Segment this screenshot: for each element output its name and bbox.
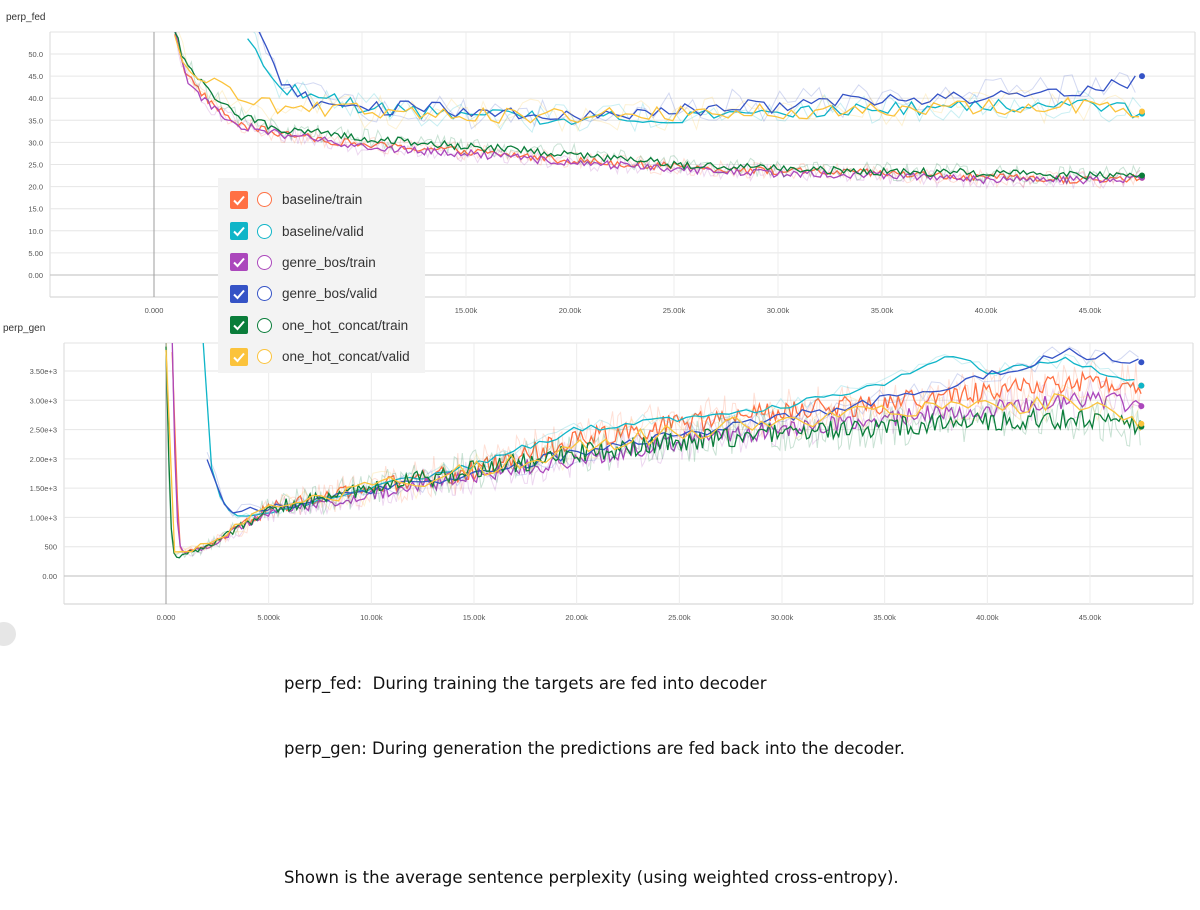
y-tick-label: 1.50e+3 [30, 484, 57, 493]
radio-icon[interactable] [257, 254, 272, 270]
series-line [174, 35, 1140, 124]
x-tick-label: 35.00k [873, 613, 896, 622]
x-tick-label: 15.00k [463, 613, 486, 622]
y-tick-label: 2.00e+3 [30, 455, 57, 464]
chart-title: perp_gen [3, 323, 45, 334]
x-tick-label: 15.00k [455, 306, 478, 315]
legend-item-baseline-train[interactable]: baseline/train [218, 184, 425, 215]
series-group [165, 343, 1142, 559]
x-tick-label: 25.00k [663, 306, 686, 315]
y-tick-label: 50.0 [28, 50, 43, 59]
series-line [202, 343, 1135, 517]
series-raw-line [165, 343, 1141, 559]
charts-canvas: perp_fed 0.00 5.00 10.0 15.0 20.0 25.0 30.0 35.0… [3, 12, 1196, 622]
series-line [165, 349, 1142, 553]
radio-icon[interactable] [257, 223, 272, 239]
x-tick-label: 40.00k [975, 306, 998, 315]
legend-item-genre-bos-train[interactable]: genre_bos/train [218, 247, 425, 278]
caption-line: perp_gen: During generation the predicti… [284, 738, 905, 758]
series-end-point [1138, 359, 1145, 366]
series-line [258, 32, 1136, 122]
series-group [174, 32, 1142, 190]
y-tick-label: 0.00 [42, 572, 57, 581]
series-raw-line [166, 343, 1141, 556]
series-end-point [1139, 172, 1145, 179]
checkbox-icon[interactable] [230, 222, 248, 241]
series-end-point [1139, 73, 1145, 80]
chart-perp-gen: perp_gen 0.00 500 1.00e+3 1.50e+3 2.00e+3 2.50… [3, 323, 1194, 622]
y-tick-label: 500 [44, 543, 57, 552]
series-end-point [1139, 108, 1145, 115]
checkbox-icon[interactable] [230, 347, 248, 366]
x-tick-label: 40.00k [976, 613, 999, 622]
legend-label: one_hot_concat/valid [282, 349, 410, 365]
x-tick-label: 30.00k [767, 306, 790, 315]
radio-icon[interactable] [257, 317, 272, 333]
legend-item-baseline-valid[interactable]: baseline/valid [218, 215, 425, 246]
x-tick-label: 20.00k [565, 613, 588, 622]
checkbox-icon[interactable] [230, 284, 248, 303]
y-tick-label: 15.0 [28, 205, 43, 214]
series-raw-line [202, 343, 1135, 519]
chart-title: perp_fed [6, 12, 45, 23]
checkbox-icon[interactable] [230, 190, 248, 209]
legend-label: baseline/train [282, 192, 363, 208]
x-tick-label: 0.000 [157, 613, 176, 622]
series-end-point [1138, 382, 1145, 389]
legend-label: genre_bos/train [282, 254, 376, 270]
series-end-point [1138, 420, 1145, 427]
x-tick-label: 35.00k [871, 306, 894, 315]
legend-item-genre-bos-valid[interactable]: genre_bos/valid [218, 278, 425, 309]
y-tick-label: 5.00 [28, 249, 43, 258]
y-tick-label: 30.0 [28, 138, 43, 147]
x-tick-label: 30.00k [771, 613, 794, 622]
x-tick-label: 5.000k [257, 613, 280, 622]
series-line [165, 346, 1141, 559]
x-tick-label: 25.00k [668, 613, 691, 622]
y-tick-label: 1.00e+3 [30, 513, 57, 522]
checkbox-icon[interactable] [230, 253, 248, 272]
scroll-indicator [0, 622, 16, 646]
y-tick-label: 3.50e+3 [30, 367, 57, 376]
chart-perp-fed: perp_fed 0.00 5.00 10.0 15.0 20.0 25.0 30.0 35.0… [6, 12, 1196, 315]
radio-icon[interactable] [257, 192, 272, 208]
legend-item-one-hot-concat-valid[interactable]: one_hot_concat/valid [218, 341, 425, 372]
y-tick-label: 40.0 [28, 94, 43, 103]
x-tick-label: 0.000 [145, 306, 164, 315]
caption-line: perp_fed: During training the targets ar… [284, 674, 767, 693]
radio-icon[interactable] [257, 349, 272, 365]
x-tick-label: 20.00k [559, 306, 582, 315]
series-end-point [1138, 403, 1145, 410]
y-tick-label: 25.0 [28, 161, 43, 170]
series-line [206, 347, 1139, 514]
x-tick-label: 45.00k [1079, 613, 1102, 622]
caption-spacer [284, 802, 905, 824]
series-raw-line [171, 343, 1142, 557]
y-tick-label: 45.0 [28, 72, 43, 81]
series-raw-line [259, 32, 1136, 130]
checkbox-icon[interactable] [230, 316, 248, 335]
y-tick-label: 35.0 [28, 116, 43, 125]
series-line [247, 38, 1142, 126]
caption-line: Shown is the average sentence perplexity… [284, 867, 899, 887]
y-tick-label: 0.00 [28, 271, 43, 280]
series-raw-line [178, 32, 1140, 133]
legend-label: one_hot_concat/train [282, 317, 409, 333]
y-tick-label: 10.0 [28, 227, 43, 236]
series-raw-line [175, 32, 1141, 186]
y-tick-label: 20.0 [28, 183, 43, 192]
legend-label: baseline/valid [282, 223, 364, 239]
legend-label: genre_bos/valid [282, 286, 378, 302]
caption: perp_fed: During training the targets ar… [284, 630, 905, 910]
radio-icon[interactable] [257, 286, 272, 302]
series-line [174, 32, 1141, 181]
x-tick-label: 45.00k [1079, 306, 1102, 315]
series-raw-line [175, 32, 1141, 189]
series-line [174, 32, 1141, 185]
legend: baseline/train baseline/valid genre_bos/… [218, 178, 425, 373]
legend-item-one-hot-concat-train[interactable]: one_hot_concat/train [218, 310, 425, 341]
y-tick-label: 3.00e+3 [30, 396, 57, 405]
y-tick-label: 2.50e+3 [30, 426, 57, 435]
x-tick-label: 10.00k [360, 613, 383, 622]
